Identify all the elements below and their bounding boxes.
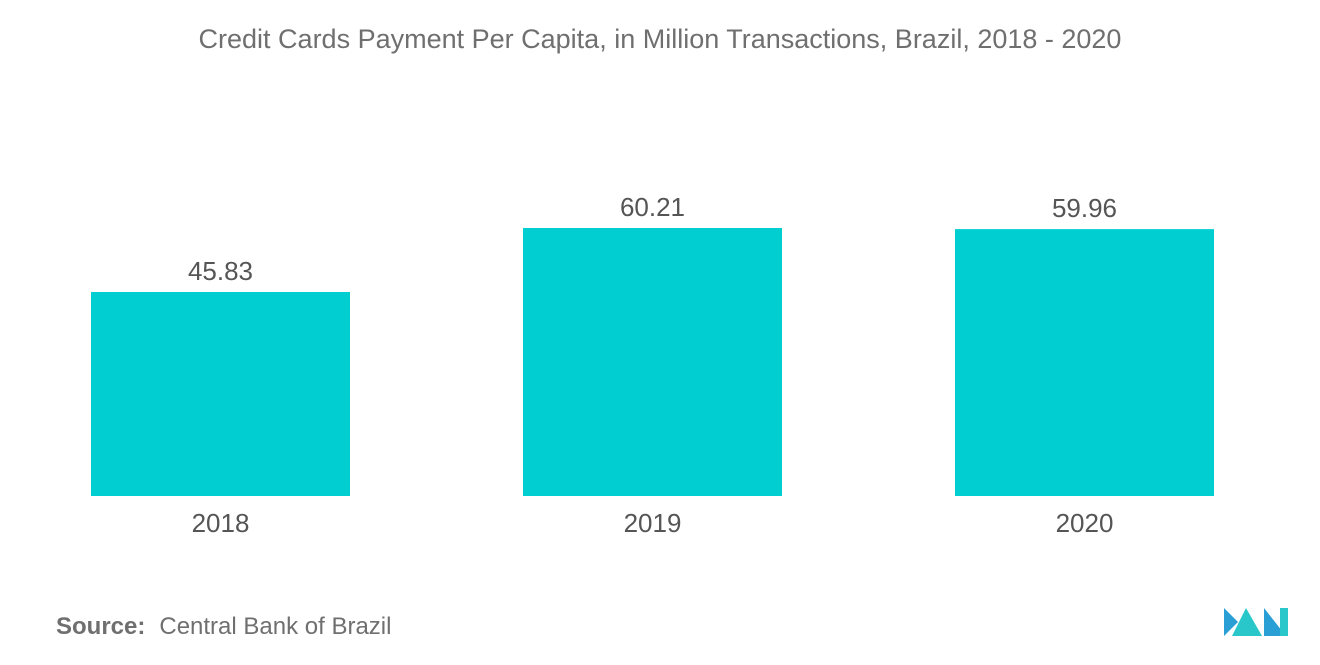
bar-2019 xyxy=(523,228,782,496)
data-label-2020: 59.96 xyxy=(1052,193,1117,223)
brand-logo-icon xyxy=(1224,608,1288,636)
bar-2018 xyxy=(91,292,350,496)
logo-left-shape xyxy=(1224,608,1238,636)
bar-2020 xyxy=(955,229,1214,496)
data-label-2018: 45.83 xyxy=(188,256,253,286)
chart-title: Credit Cards Payment Per Capita, in Mill… xyxy=(198,24,1122,54)
source-line: Source: Central Bank of Brazil xyxy=(56,613,391,641)
source-label: Source: xyxy=(56,613,146,640)
x-tick-label-2019: 2019 xyxy=(624,508,682,538)
logo-bar-shape xyxy=(1280,608,1288,636)
data-label-2019: 60.21 xyxy=(620,192,685,222)
x-tick-label-2020: 2020 xyxy=(1056,508,1114,538)
source-text: Central Bank of Brazil xyxy=(159,613,392,640)
x-tick-label-2018: 2018 xyxy=(192,508,250,538)
logo-mid-shape xyxy=(1232,608,1262,636)
